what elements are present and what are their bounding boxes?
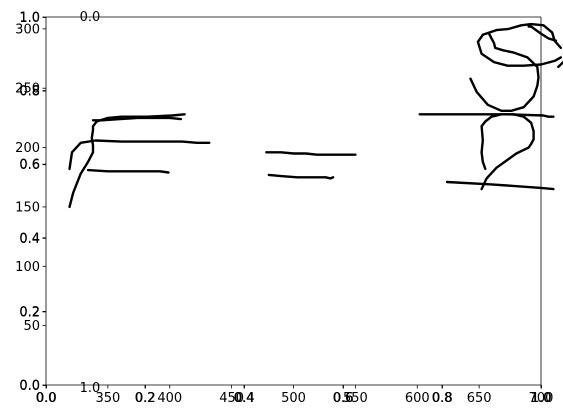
stroke-path bbox=[480, 113, 535, 191]
y-tick-label: 250 bbox=[15, 82, 40, 97]
stroke-path bbox=[469, 32, 540, 113]
overlay-x-tick-label: 0.6 bbox=[333, 391, 354, 406]
tick-marks bbox=[42, 16, 542, 389]
overlay-y-tick-label: 0.6 bbox=[19, 158, 40, 173]
x-tick-label: 550 bbox=[343, 391, 368, 406]
overlay-x-tick-label: 0.0 bbox=[36, 391, 57, 406]
stroke-path bbox=[418, 113, 555, 118]
overlay-y-tick-label: 0.4 bbox=[19, 232, 40, 247]
x-tick-label: 700 bbox=[529, 391, 554, 406]
overlay-x-tick-label: 0.8 bbox=[432, 391, 453, 406]
stroke-path bbox=[267, 173, 335, 180]
stroke-path bbox=[445, 180, 555, 191]
overlay-y-tick-label: 0.4 bbox=[19, 231, 40, 246]
overlay-x-tick-label: 0.2 bbox=[135, 391, 156, 406]
overlay-y-tick-label: 0.0 bbox=[19, 379, 40, 394]
stroke-path bbox=[68, 113, 186, 209]
ink-strokes bbox=[68, 22, 563, 209]
stroke-path bbox=[476, 22, 562, 67]
y-tick-label: 100 bbox=[15, 260, 40, 275]
overlay-y-tick-label: 1.0 bbox=[19, 11, 40, 26]
overlay-y-tick-label: 0.2 bbox=[19, 305, 40, 320]
y-tick-label: 200 bbox=[15, 141, 40, 156]
x-tick-label: 400 bbox=[157, 391, 182, 406]
stroke-path bbox=[557, 60, 563, 69]
overlay-y-tick-label: 0.0 bbox=[19, 379, 40, 394]
y-tick-label: 150 bbox=[15, 200, 40, 215]
overlay-x-tick-label: 0.6 bbox=[333, 391, 354, 406]
overlay-x-tick-label: 0.4 bbox=[234, 391, 255, 406]
overlay-x-tick-label: 0.2 bbox=[135, 391, 156, 406]
stroke-path bbox=[68, 139, 211, 171]
overlay-x-tick-label: 1.0 bbox=[531, 391, 552, 406]
overlay-x-tick-label: 0.0 bbox=[36, 391, 57, 406]
stroke-path bbox=[86, 168, 170, 174]
x-tick-label: 500 bbox=[281, 391, 306, 406]
x-tick-label: 350 bbox=[95, 391, 120, 406]
y-tick-label: 50 bbox=[23, 319, 40, 334]
overlay-y-tick-label: 0.2 bbox=[19, 305, 40, 320]
y-tick-label: 300 bbox=[15, 22, 40, 37]
overlay-y-tick-label: 1.0 bbox=[19, 11, 40, 26]
overlay-y-tick-label: 0.8 bbox=[19, 85, 40, 100]
stroke-path bbox=[265, 151, 357, 156]
x-tick-label: 650 bbox=[467, 391, 492, 406]
stroke-path bbox=[527, 25, 558, 42]
overlay-x-tick-label: 1.0 bbox=[531, 391, 552, 406]
stray-label-top: 0.0 bbox=[80, 10, 101, 25]
stroke-path bbox=[91, 116, 183, 122]
tick-labels: 350 400 450 500 550 600 650 700 50 100 150 200 250 30… bbox=[15, 10, 553, 406]
stray-label-bottom: 1.0 bbox=[80, 381, 101, 396]
overlay-y-tick-label: 0.8 bbox=[19, 84, 40, 99]
plot-area bbox=[46, 17, 541, 385]
overlay-y-tick-label: 0.6 bbox=[19, 158, 40, 173]
overlay-x-tick-label: 0.8 bbox=[432, 391, 453, 406]
overlay-x-tick-label: 0.4 bbox=[234, 391, 255, 406]
x-tick-label: 450 bbox=[219, 391, 244, 406]
x-tick-label: 600 bbox=[405, 391, 430, 406]
